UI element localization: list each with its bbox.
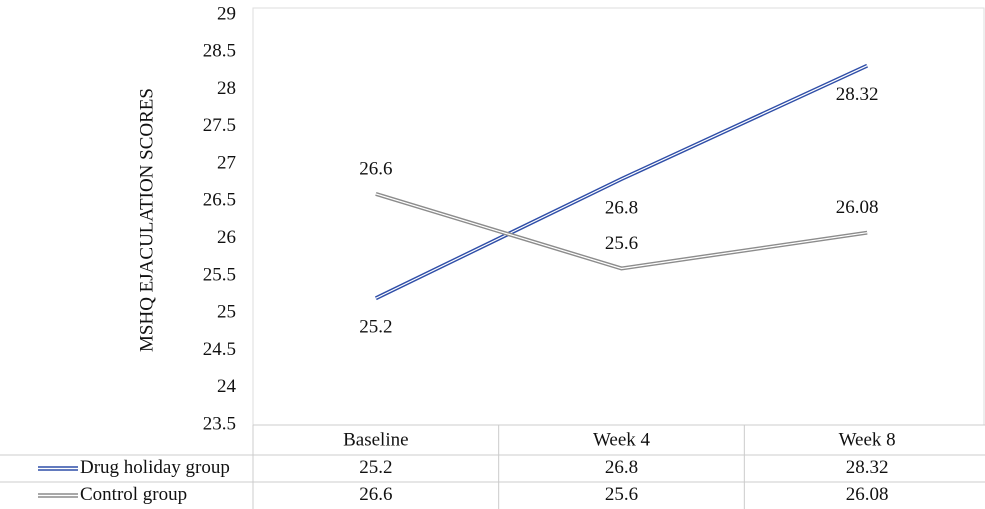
table-cell: 26.08 — [846, 484, 889, 505]
y-tick-label: 28.5 — [203, 41, 236, 62]
y-tick-label: 29 — [217, 3, 236, 24]
data-label: 26.8 — [605, 197, 638, 218]
x-tick-label: Week 4 — [593, 429, 651, 450]
table-cell: 25.2 — [359, 457, 392, 478]
y-tick-label: 24.5 — [203, 339, 236, 360]
series-line-core — [375, 193, 868, 270]
table-cell: 28.32 — [846, 457, 889, 478]
y-tick-label: 28 — [217, 78, 236, 99]
y-tick-label: 26 — [217, 227, 236, 248]
y-tick-label: 26.5 — [203, 190, 236, 211]
y-tick-label: 25.5 — [203, 264, 236, 285]
data-label: 25.6 — [605, 233, 638, 254]
table-cell: 26.8 — [605, 457, 638, 478]
y-axis-label: MSHQ EJACULATION SCORES — [136, 88, 157, 352]
y-tick-label: 24 — [217, 376, 237, 397]
x-tick-label: Baseline — [343, 429, 408, 450]
legend-label: Control group — [80, 484, 187, 505]
series-line-core — [375, 65, 868, 299]
legend-label: Drug holiday group — [80, 457, 230, 478]
data-label: 25.2 — [359, 317, 392, 338]
y-tick-label: 23.5 — [203, 413, 236, 434]
data-label: 26.6 — [359, 158, 392, 179]
table-cell: 25.6 — [605, 484, 638, 505]
data-label: 28.32 — [836, 84, 879, 105]
y-tick-label: 27 — [217, 152, 236, 173]
y-tick-label: 25 — [217, 302, 236, 323]
table-cell: 26.6 — [359, 484, 392, 505]
data-label: 26.08 — [836, 197, 879, 218]
x-tick-label: Week 8 — [839, 429, 896, 450]
y-tick-label: 27.5 — [203, 115, 236, 136]
